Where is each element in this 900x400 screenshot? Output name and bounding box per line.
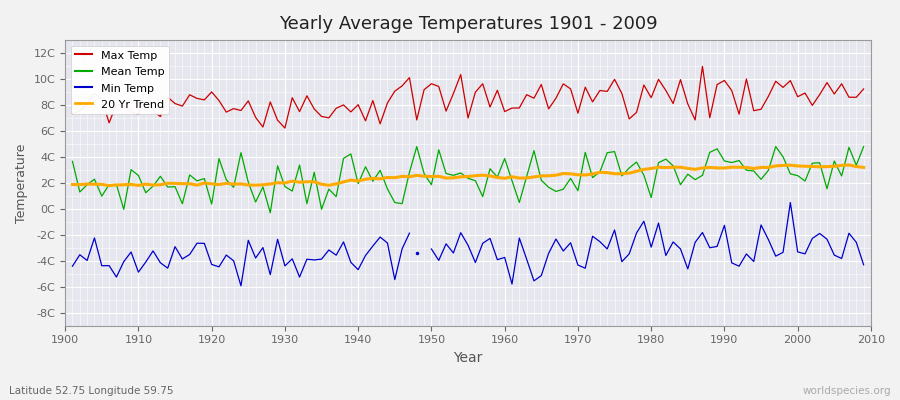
Text: Latitude 52.75 Longitude 59.75: Latitude 52.75 Longitude 59.75: [9, 386, 174, 396]
Legend: Max Temp, Mean Temp, Min Temp, 20 Yr Trend: Max Temp, Mean Temp, Min Temp, 20 Yr Tre…: [71, 46, 169, 114]
Text: worldspecies.org: worldspecies.org: [803, 386, 891, 396]
X-axis label: Year: Year: [454, 351, 482, 365]
Title: Yearly Average Temperatures 1901 - 2009: Yearly Average Temperatures 1901 - 2009: [279, 15, 657, 33]
Y-axis label: Temperature: Temperature: [15, 143, 28, 223]
